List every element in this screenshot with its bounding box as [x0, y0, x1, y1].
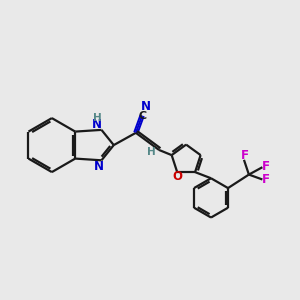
Text: O: O — [172, 170, 182, 183]
Text: N: N — [141, 100, 151, 113]
Text: F: F — [262, 160, 270, 173]
Text: N: N — [92, 118, 102, 131]
Text: F: F — [241, 149, 248, 162]
Text: N: N — [94, 160, 103, 173]
Text: F: F — [262, 173, 270, 186]
Text: C: C — [139, 110, 147, 121]
Text: H: H — [147, 147, 156, 157]
Text: H: H — [93, 112, 101, 123]
